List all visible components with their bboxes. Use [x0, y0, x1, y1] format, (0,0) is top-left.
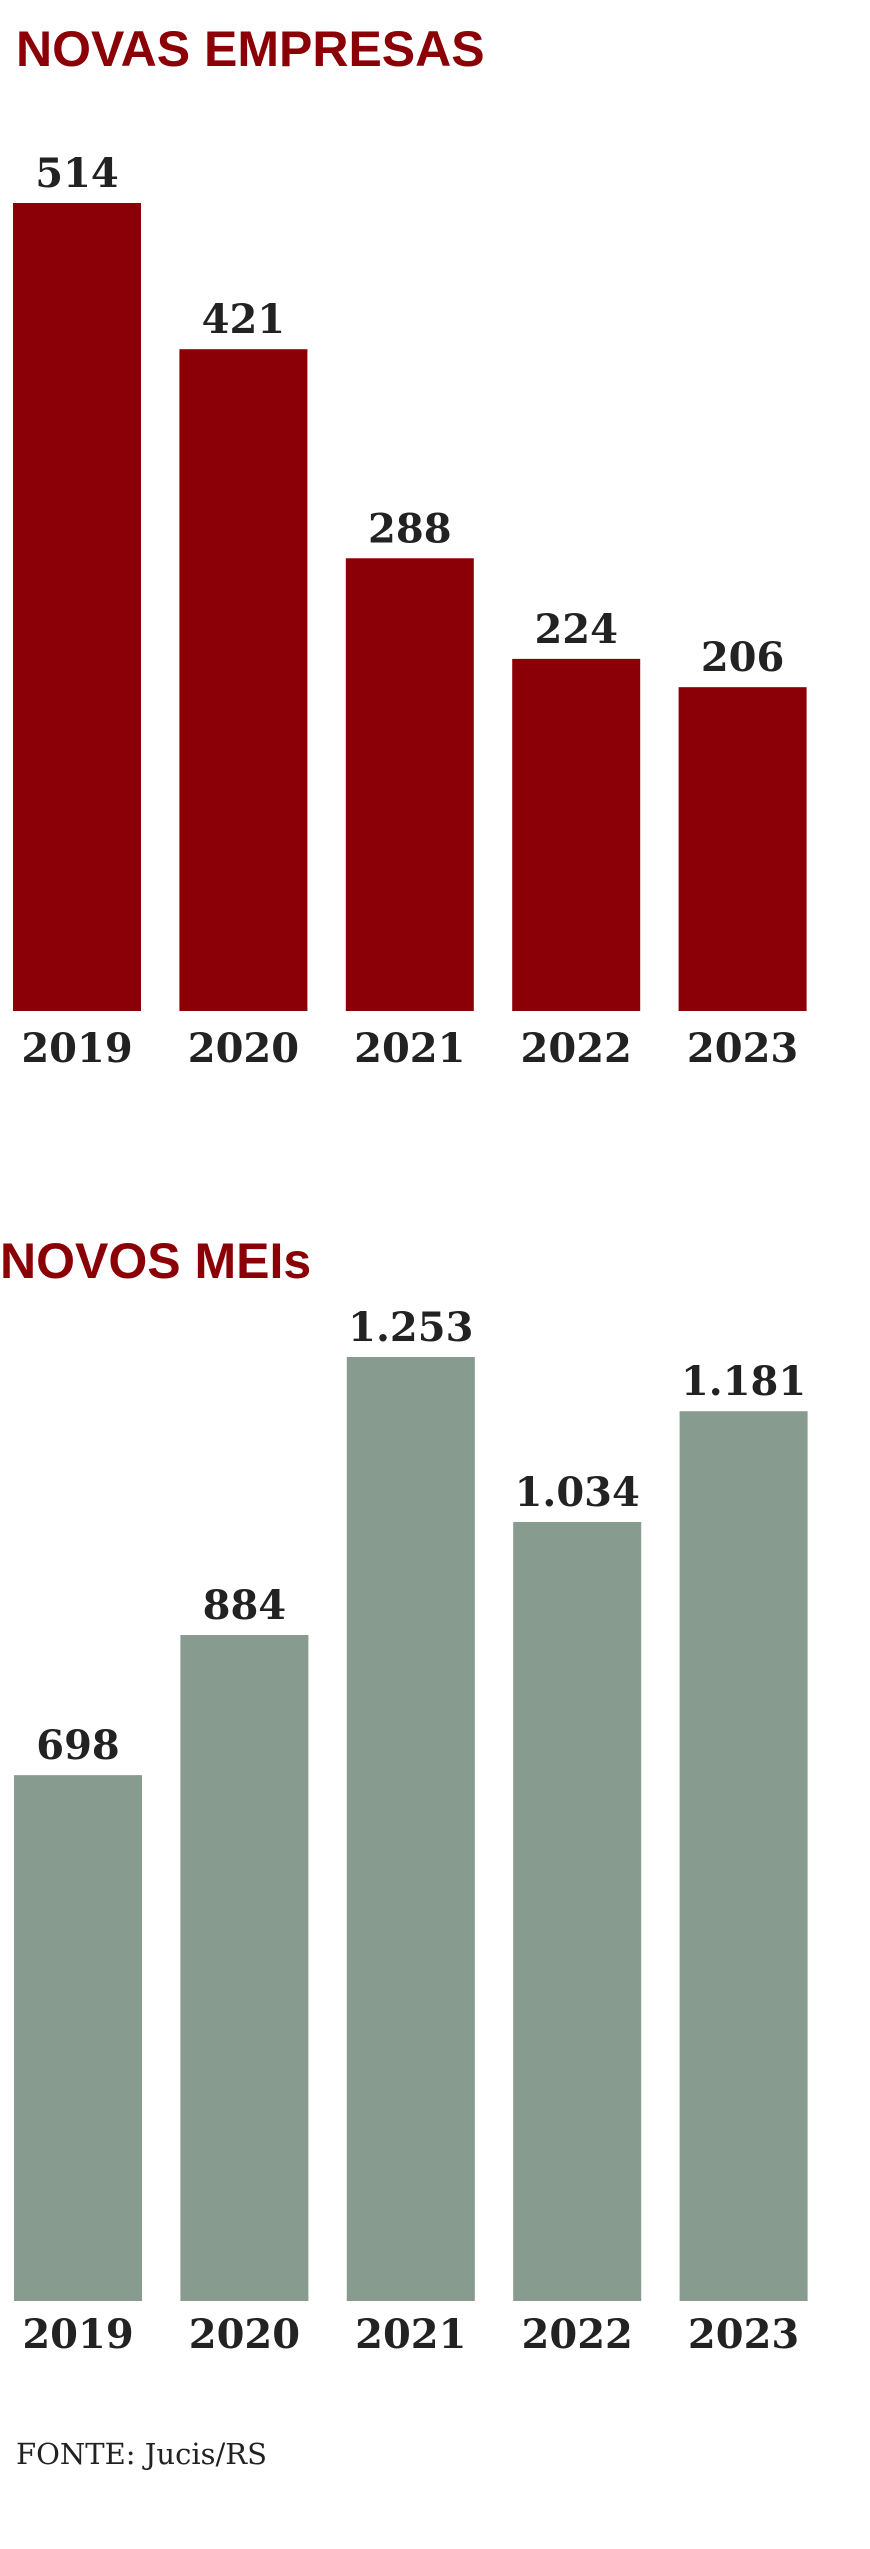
chart-title: NOVAS EMPRESAS	[16, 21, 485, 77]
bar	[179, 349, 308, 1011]
source: FONTE: Jucis/RS	[16, 2437, 267, 2471]
value-label: 1.253	[348, 1304, 473, 1351]
value-label: 884	[203, 1582, 287, 1629]
bar	[345, 558, 474, 1011]
bar	[678, 687, 807, 1011]
x-tick-label: 2023	[688, 2311, 799, 2358]
x-tick-label: 2021	[355, 2311, 466, 2358]
x-tick-label: 2020	[188, 1025, 299, 1072]
x-tick-label: 2019	[22, 2311, 133, 2358]
bar	[180, 1635, 309, 2301]
x-tick-label: 2019	[21, 1025, 132, 1072]
value-label: 206	[701, 634, 785, 681]
x-tick-label: 2020	[189, 2311, 300, 2358]
value-label: 698	[36, 1722, 120, 1769]
value-label: 224	[534, 606, 618, 653]
x-tick-label: 2022	[522, 2311, 633, 2358]
value-label: 1.181	[681, 1358, 806, 1405]
x-tick-label: 2022	[521, 1025, 632, 1072]
bar	[13, 203, 141, 1011]
bar	[14, 1775, 142, 2301]
value-label: 1.034	[515, 1469, 640, 1516]
value-label: 514	[35, 150, 119, 197]
bar	[512, 658, 641, 1011]
bar	[513, 1521, 642, 2301]
value-label: 288	[368, 505, 452, 552]
x-tick-label: 2023	[687, 1025, 798, 1072]
bar	[346, 1357, 475, 2301]
value-label: 421	[202, 296, 286, 343]
bar	[679, 1411, 808, 2301]
chart-title: NOVOS MEIs	[0, 1233, 311, 1289]
x-tick-label: 2021	[354, 1025, 465, 1072]
